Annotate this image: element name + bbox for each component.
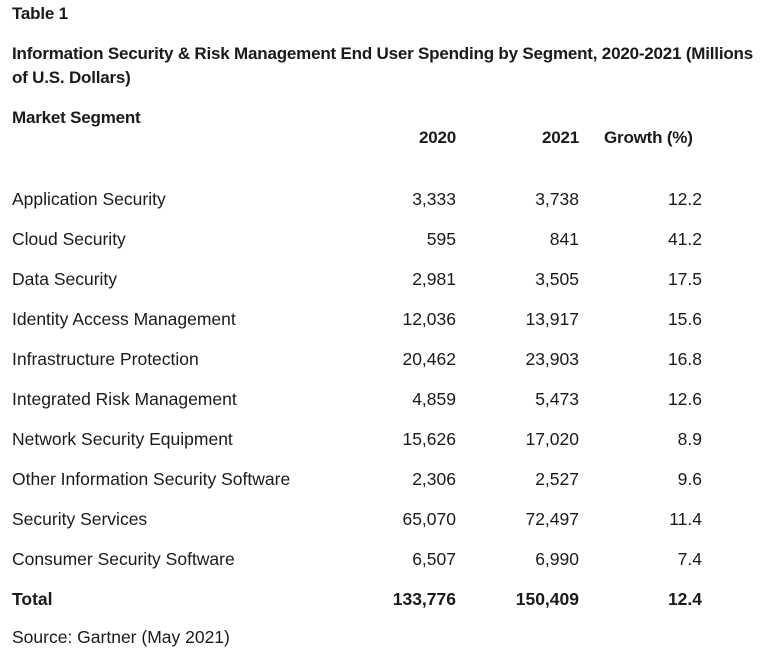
- total-growth-cell: 12.4: [667, 589, 702, 609]
- value-2021-cell: 23,903: [525, 349, 579, 369]
- table-row: Application Security 3,333 3,738 12.2: [0, 188, 780, 228]
- growth-cell: 9.6: [677, 469, 702, 489]
- growth-cell: 8.9: [677, 429, 702, 449]
- table-row: Other Information Security Software 2,30…: [0, 468, 780, 508]
- growth-cell: 11.4: [669, 509, 702, 529]
- segment-cell: Data Security: [12, 269, 118, 289]
- segment-cell: Integrated Risk Management: [12, 389, 237, 409]
- value-2021-cell: 2,527: [535, 469, 579, 489]
- segment-cell: Other Information Security Software: [12, 469, 291, 489]
- growth-cell: 7.4: [677, 549, 702, 569]
- value-2020-cell: 4,859: [412, 389, 456, 409]
- segment-cell: Infrastructure Protection: [12, 349, 199, 369]
- table-row: Infrastructure Protection 20,462 23,903 …: [0, 348, 780, 388]
- total-2021-cell: 150,409: [515, 589, 579, 609]
- segment-cell: Security Services: [12, 509, 148, 529]
- value-2020-cell: 3,333: [412, 189, 456, 209]
- value-2020-cell: 595: [426, 229, 456, 249]
- value-2020-cell: 2,981: [412, 269, 456, 289]
- value-2021-cell: 841: [549, 229, 579, 249]
- value-2021-cell: 3,738: [535, 189, 579, 209]
- value-2021-cell: 3,505: [535, 269, 579, 289]
- segment-cell: Application Security: [12, 189, 166, 209]
- value-2021-cell: 5,473: [535, 389, 579, 409]
- table-row: Consumer Security Software 6,507 6,990 7…: [0, 548, 780, 588]
- table-row: Integrated Risk Management 4,859 5,473 1…: [0, 388, 780, 428]
- column-header-2021: 2021: [541, 128, 579, 147]
- total-2020-cell: 133,776: [392, 589, 456, 609]
- table-label: Table 1: [12, 4, 68, 23]
- value-2020-cell: 12,036: [402, 309, 456, 329]
- table-row: Network Security Equipment 15,626 17,020…: [0, 428, 780, 468]
- growth-cell: 12.2: [667, 189, 702, 209]
- growth-cell: 12.6: [667, 389, 702, 409]
- value-2021-cell: 17,020: [525, 429, 579, 449]
- growth-cell: 15.6: [667, 309, 702, 329]
- value-2020-cell: 2,306: [412, 469, 456, 489]
- total-row: Total 133,776 150,409 12.4: [0, 588, 780, 628]
- table-row: Identity Access Management 12,036 13,917…: [0, 308, 780, 348]
- value-2020-cell: 15,626: [402, 429, 456, 449]
- value-2020-cell: 20,462: [402, 349, 456, 369]
- table-row: Cloud Security 595 841 41.2: [0, 228, 780, 268]
- source-note: Source: Gartner (May 2021): [12, 627, 230, 647]
- column-header-2020: 2020: [418, 128, 456, 147]
- value-2020-cell: 65,070: [402, 509, 456, 529]
- value-2021-cell: 13,917: [525, 309, 579, 329]
- value-2021-cell: 6,990: [535, 549, 579, 569]
- value-2020-cell: 6,507: [412, 549, 456, 569]
- growth-cell: 17.5: [667, 269, 702, 289]
- total-label: Total: [12, 589, 53, 609]
- segment-cell: Consumer Security Software: [12, 549, 235, 569]
- value-2021-cell: 72,497: [525, 509, 579, 529]
- growth-cell: 16.8: [667, 349, 702, 369]
- table-row: Security Services 65,070 72,497 11.4: [0, 508, 780, 548]
- growth-cell: 41.2: [667, 229, 702, 249]
- segment-cell: Cloud Security: [12, 229, 126, 249]
- market-segment-header: Market Segment: [12, 108, 141, 127]
- table-row: Data Security 2,981 3,505 17.5: [0, 268, 780, 308]
- segment-cell: Network Security Equipment: [12, 429, 233, 449]
- column-header-growth: Growth (%): [604, 128, 693, 147]
- segment-cell: Identity Access Management: [12, 309, 236, 329]
- table-title: Information Security & Risk Management E…: [12, 44, 753, 87]
